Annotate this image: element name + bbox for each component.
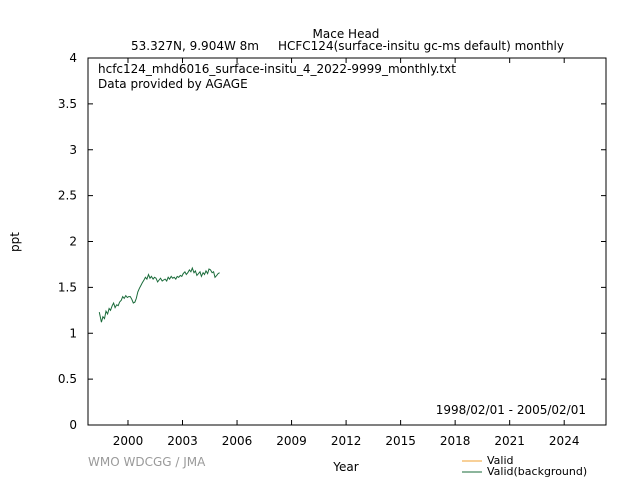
- period-annotation: 1998/02/01 - 2005/02/01: [436, 403, 586, 417]
- chart-title-location: 53.327N, 9.904W 8m: [131, 39, 259, 53]
- x-tick-label: 2009: [276, 434, 307, 448]
- plot-frame: [87, 57, 607, 426]
- y-tick-label: 2.5: [58, 189, 77, 203]
- chart-title-station: Mace Head: [313, 27, 380, 41]
- x-tick-label: 2003: [167, 434, 198, 448]
- y-tick-label: 0: [69, 418, 77, 432]
- y-axis-label: ppt: [8, 232, 22, 252]
- legend-label-background: Valid(background): [487, 465, 587, 478]
- y-tick-label: 4: [69, 51, 77, 65]
- x-tick-label: 2018: [440, 434, 471, 448]
- x-axis: 2000 2003 2006 2009 2012 2015 2018 2021 2024: [113, 58, 580, 448]
- y-tick-label: 2: [69, 235, 77, 249]
- y-tick-label: 1.5: [58, 280, 77, 294]
- chart-title-dataset: HCFC124(surface-insitu gc-ms default) mo…: [278, 39, 564, 53]
- y-axis: 0 0.5 1 1.5 2 2.5 3 3.5 4: [58, 51, 606, 432]
- x-tick-label: 2012: [331, 434, 362, 448]
- series-line-valid-background: [98, 266, 220, 323]
- x-axis-label: Year: [332, 460, 358, 474]
- y-tick-label: 1: [69, 326, 77, 340]
- y-tick-label: 3.5: [58, 97, 77, 111]
- x-tick-label: 2006: [222, 434, 253, 448]
- credit-text: WMO WDCGG / JMA: [88, 455, 206, 469]
- x-tick-label: 2021: [494, 434, 525, 448]
- x-tick-label: 2000: [113, 434, 144, 448]
- filename-annotation: hcfc124_mhd6016_surface-insitu_4_2022-99…: [98, 62, 456, 76]
- x-tick-label: 2015: [385, 434, 416, 448]
- y-tick-label: 0.5: [58, 372, 77, 386]
- plot-area: [98, 266, 220, 323]
- legend-label-valid: Valid: [487, 454, 514, 467]
- legend: Valid Valid(background): [462, 454, 587, 478]
- provider-annotation: Data provided by AGAGE: [98, 77, 248, 91]
- y-tick-label: 3: [69, 143, 77, 157]
- x-tick-label: 2024: [549, 434, 580, 448]
